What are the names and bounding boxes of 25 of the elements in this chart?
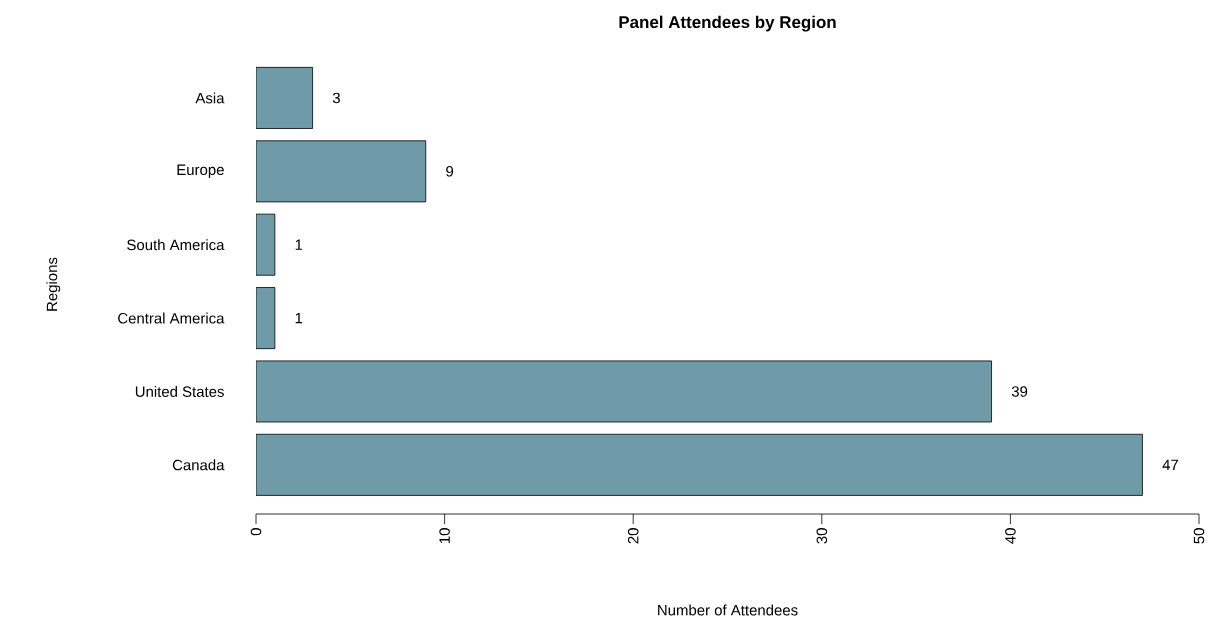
x-tick-label: 40 bbox=[1005, 528, 1016, 544]
data-label: 1 bbox=[295, 239, 303, 250]
y-tick-label: Central America bbox=[118, 312, 225, 324]
data-label: 39 bbox=[1011, 386, 1028, 397]
y-tick-label: United States bbox=[135, 385, 224, 397]
data-label: 47 bbox=[1162, 459, 1179, 470]
y-tick-label: Canada bbox=[172, 459, 225, 471]
x-tick-label: 30 bbox=[816, 528, 828, 544]
y-axis-title: Regions bbox=[46, 257, 61, 311]
data-label: 3 bbox=[332, 92, 340, 104]
data-label: 1 bbox=[295, 312, 303, 324]
y-tick-label: Europe bbox=[177, 164, 224, 178]
bar bbox=[256, 66, 313, 129]
chart-title: Panel Attendees by Region bbox=[619, 15, 836, 32]
bar bbox=[256, 360, 992, 423]
bar bbox=[256, 140, 427, 203]
x-tick-label: 50 bbox=[1193, 528, 1205, 544]
y-tick-label: Asia bbox=[195, 92, 225, 104]
data-label: 9 bbox=[446, 166, 454, 177]
x-tick-label: 10 bbox=[439, 528, 450, 544]
x-axis-title: Number of Attendees bbox=[658, 604, 798, 616]
y-tick-label: South America bbox=[127, 239, 225, 251]
x-tick-label: 20 bbox=[627, 528, 639, 544]
bar bbox=[256, 433, 1143, 496]
x-tick-label: 0 bbox=[250, 528, 262, 536]
